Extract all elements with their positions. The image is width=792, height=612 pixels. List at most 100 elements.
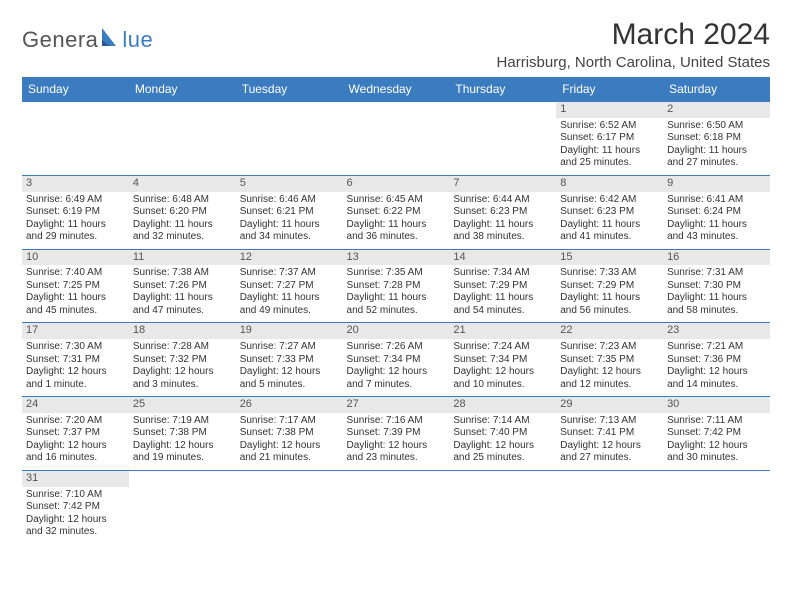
- sunrise-text: Sunrise: 7:33 AM: [560, 267, 659, 280]
- calendar-day-cell: 7Sunrise: 6:44 AMSunset: 6:23 PMDaylight…: [449, 175, 556, 249]
- month-title: March 2024: [497, 18, 770, 52]
- day-number: 15: [556, 250, 663, 266]
- daylight-text: Daylight: 11 hours and 38 minutes.: [453, 219, 552, 244]
- header: Genera lue March 2024 Harrisburg, North …: [22, 18, 770, 71]
- calendar-day-cell: 18Sunrise: 7:28 AMSunset: 7:32 PMDayligh…: [129, 323, 236, 397]
- calendar-day-cell: 25Sunrise: 7:19 AMSunset: 7:38 PMDayligh…: [129, 397, 236, 471]
- sun-info: Sunrise: 6:48 AMSunset: 6:20 PMDaylight:…: [133, 194, 232, 244]
- sunset-text: Sunset: 7:29 PM: [560, 280, 659, 293]
- daylight-text: Daylight: 12 hours and 14 minutes.: [667, 366, 766, 391]
- daylight-text: Daylight: 11 hours and 43 minutes.: [667, 219, 766, 244]
- calendar-day-cell: 11Sunrise: 7:38 AMSunset: 7:26 PMDayligh…: [129, 249, 236, 323]
- day-number: 7: [449, 176, 556, 192]
- daylight-text: Daylight: 11 hours and 27 minutes.: [667, 145, 766, 170]
- sunrise-text: Sunrise: 7:26 AM: [347, 341, 446, 354]
- sunset-text: Sunset: 7:29 PM: [453, 280, 552, 293]
- sunset-text: Sunset: 6:20 PM: [133, 206, 232, 219]
- sunrise-text: Sunrise: 7:10 AM: [26, 489, 125, 502]
- calendar-day-cell: 6Sunrise: 6:45 AMSunset: 6:22 PMDaylight…: [343, 175, 450, 249]
- sun-info: Sunrise: 6:50 AMSunset: 6:18 PMDaylight:…: [667, 120, 766, 170]
- sunrise-text: Sunrise: 7:35 AM: [347, 267, 446, 280]
- sunset-text: Sunset: 7:28 PM: [347, 280, 446, 293]
- calendar-day-cell: 20Sunrise: 7:26 AMSunset: 7:34 PMDayligh…: [343, 323, 450, 397]
- sunrise-text: Sunrise: 7:17 AM: [240, 415, 339, 428]
- calendar-day-cell: 9Sunrise: 6:41 AMSunset: 6:24 PMDaylight…: [663, 175, 770, 249]
- calendar-day-cell: 4Sunrise: 6:48 AMSunset: 6:20 PMDaylight…: [129, 175, 236, 249]
- sunset-text: Sunset: 7:25 PM: [26, 280, 125, 293]
- sunset-text: Sunset: 6:22 PM: [347, 206, 446, 219]
- daylight-text: Daylight: 11 hours and 34 minutes.: [240, 219, 339, 244]
- weekday-header: Tuesday: [236, 77, 343, 102]
- sunset-text: Sunset: 6:21 PM: [240, 206, 339, 219]
- day-number: 23: [663, 323, 770, 339]
- sun-info: Sunrise: 7:13 AMSunset: 7:41 PMDaylight:…: [560, 415, 659, 465]
- day-number: 11: [129, 250, 236, 266]
- day-number: 13: [343, 250, 450, 266]
- day-number: 17: [22, 323, 129, 339]
- sunset-text: Sunset: 6:19 PM: [26, 206, 125, 219]
- calendar-day-cell: 8 Sunrise: 6:42 AMSunset: 6:23 PMDaylight…: [556, 175, 663, 249]
- calendar-day-cell: [449, 470, 556, 543]
- sunset-text: Sunset: 7:38 PM: [240, 427, 339, 440]
- day-number: 26: [236, 397, 343, 413]
- daylight-text: Daylight: 12 hours and 5 minutes.: [240, 366, 339, 391]
- day-number: 3: [22, 176, 129, 192]
- daylight-text: Daylight: 12 hours and 7 minutes.: [347, 366, 446, 391]
- sun-info: Sunrise: 6:42 AMSunset: 6:23 PMDaylight:…: [560, 194, 659, 244]
- weekday-header: Friday: [556, 77, 663, 102]
- sunset-text: Sunset: 7:35 PM: [560, 354, 659, 367]
- sun-info: Sunrise: 6:52 AMSunset: 6:17 PMDaylight:…: [560, 120, 659, 170]
- sunrise-text: Sunrise: 7:20 AM: [26, 415, 125, 428]
- sun-info: Sunrise: 7:35 AMSunset: 7:28 PMDaylight:…: [347, 267, 446, 317]
- calendar-day-cell: [236, 102, 343, 176]
- sunrise-text: Sunrise: 6:50 AM: [667, 120, 766, 133]
- sun-info: Sunrise: 7:20 AMSunset: 7:37 PMDaylight:…: [26, 415, 125, 465]
- sunrise-text: Sunrise: 7:40 AM: [26, 267, 125, 280]
- sunrise-text: Sunrise: 7:11 AM: [667, 415, 766, 428]
- calendar-week-row: 31Sunrise: 7:10 AMSunset: 7:42 PMDayligh…: [22, 470, 770, 543]
- calendar-day-cell: 2Sunrise: 6:50 AMSunset: 6:18 PMDaylight…: [663, 102, 770, 176]
- sun-info: Sunrise: 7:24 AMSunset: 7:34 PMDaylight:…: [453, 341, 552, 391]
- day-number: 10: [22, 250, 129, 266]
- calendar-day-cell: [236, 470, 343, 543]
- sunrise-text: Sunrise: 7:23 AM: [560, 341, 659, 354]
- sun-info: Sunrise: 7:26 AMSunset: 7:34 PMDaylight:…: [347, 341, 446, 391]
- daylight-text: Daylight: 12 hours and 10 minutes.: [453, 366, 552, 391]
- weekday-header: Thursday: [449, 77, 556, 102]
- daylight-text: Daylight: 11 hours and 47 minutes.: [133, 292, 232, 317]
- sunset-text: Sunset: 6:23 PM: [560, 206, 659, 219]
- sunrise-text: Sunrise: 7:13 AM: [560, 415, 659, 428]
- sun-info: Sunrise: 7:21 AMSunset: 7:36 PMDaylight:…: [667, 341, 766, 391]
- sun-info: Sunrise: 7:30 AMSunset: 7:31 PMDaylight:…: [26, 341, 125, 391]
- sun-info: Sunrise: 7:11 AMSunset: 7:42 PMDaylight:…: [667, 415, 766, 465]
- day-number: 24: [22, 397, 129, 413]
- calendar-day-cell: 22Sunrise: 7:23 AMSunset: 7:35 PMDayligh…: [556, 323, 663, 397]
- sunrise-text: Sunrise: 7:21 AM: [667, 341, 766, 354]
- calendar-day-cell: [129, 470, 236, 543]
- location-text: Harrisburg, North Carolina, United State…: [497, 54, 770, 71]
- daylight-text: Daylight: 11 hours and 32 minutes.: [133, 219, 232, 244]
- day-number: 27: [343, 397, 450, 413]
- daylight-text: Daylight: 12 hours and 3 minutes.: [133, 366, 232, 391]
- calendar-week-row: 3 Sunrise: 6:49 AMSunset: 6:19 PMDaylight…: [22, 175, 770, 249]
- calendar-day-cell: 10Sunrise: 7:40 AMSunset: 7:25 PMDayligh…: [22, 249, 129, 323]
- sun-info: Sunrise: 7:16 AMSunset: 7:39 PMDaylight:…: [347, 415, 446, 465]
- daylight-text: Daylight: 12 hours and 16 minutes.: [26, 440, 125, 465]
- sunrise-text: Sunrise: 6:41 AM: [667, 194, 766, 207]
- weekday-header: Saturday: [663, 77, 770, 102]
- day-number: 14: [449, 250, 556, 266]
- sunrise-text: Sunrise: 6:44 AM: [453, 194, 552, 207]
- sunset-text: Sunset: 7:33 PM: [240, 354, 339, 367]
- calendar-body: 1Sunrise: 6:52 AMSunset: 6:17 PMDaylight…: [22, 102, 770, 544]
- sunrise-text: Sunrise: 6:45 AM: [347, 194, 446, 207]
- daylight-text: Daylight: 11 hours and 54 minutes.: [453, 292, 552, 317]
- sun-info: Sunrise: 7:17 AMSunset: 7:38 PMDaylight:…: [240, 415, 339, 465]
- calendar-head: SundayMondayTuesdayWednesdayThursdayFrid…: [22, 77, 770, 102]
- calendar-day-cell: 23 Sunrise: 7:21 AMSunset: 7:36 PMDayligh…: [663, 323, 770, 397]
- sunrise-text: Sunrise: 6:52 AM: [560, 120, 659, 133]
- day-number: 8: [556, 176, 663, 192]
- sunrise-text: Sunrise: 6:42 AM: [560, 194, 659, 207]
- sun-info: Sunrise: 6:49 AMSunset: 6:19 PMDaylight:…: [26, 194, 125, 244]
- sunrise-text: Sunrise: 7:34 AM: [453, 267, 552, 280]
- sunset-text: Sunset: 6:24 PM: [667, 206, 766, 219]
